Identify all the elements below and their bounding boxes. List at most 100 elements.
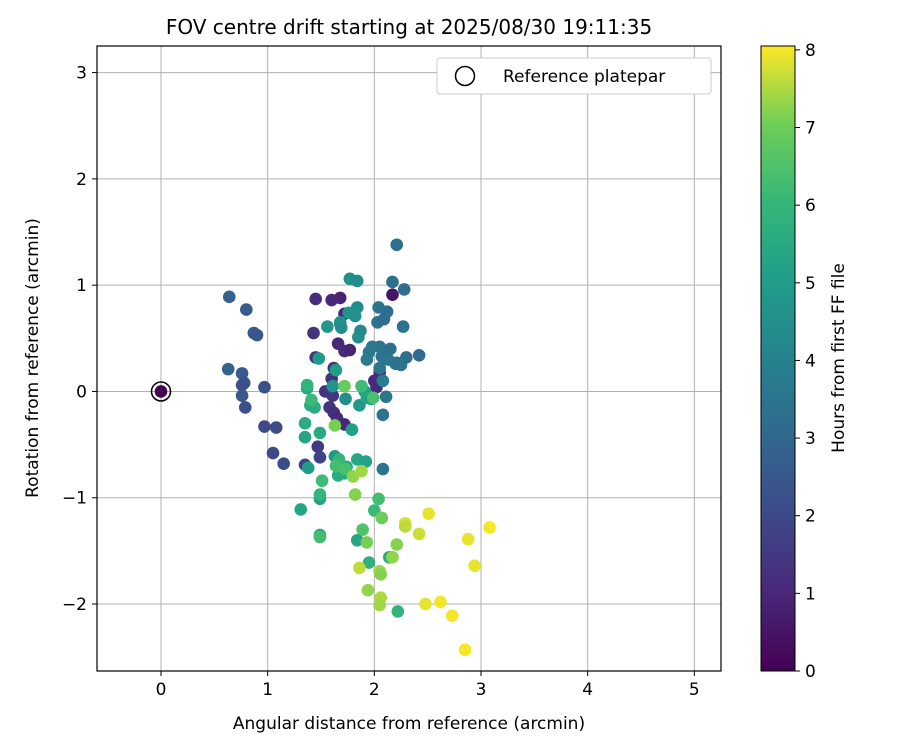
x-tick-label: 5 <box>689 680 700 700</box>
data-point <box>298 430 312 444</box>
data-point <box>258 380 271 394</box>
data-point <box>377 312 391 326</box>
data-point <box>235 367 249 380</box>
data-point <box>305 393 318 407</box>
data-point <box>315 474 329 488</box>
data-point <box>372 492 385 506</box>
data-point <box>445 609 459 623</box>
data-point <box>458 643 472 657</box>
data-point <box>328 419 342 432</box>
data-point <box>373 598 386 612</box>
legend: Reference platepar <box>436 57 712 95</box>
data-point <box>356 523 369 536</box>
data-point <box>345 423 359 437</box>
data-point <box>301 461 315 475</box>
x-tick-label: 4 <box>582 680 593 700</box>
data-point <box>238 401 252 414</box>
data-point <box>397 283 411 296</box>
data-point <box>329 459 343 473</box>
data-point <box>379 390 393 404</box>
data-point <box>350 274 364 288</box>
data-point <box>269 421 283 434</box>
data-point <box>390 238 404 252</box>
data-point <box>352 330 365 344</box>
y-axis-label: Rotation from reference (arcmin) <box>23 218 43 498</box>
data-point <box>311 440 325 454</box>
colorbar-tick-label: 0 <box>805 662 816 682</box>
x-tick-label: 2 <box>369 680 380 700</box>
data-point <box>313 451 327 464</box>
data-point <box>277 457 290 471</box>
data-point <box>221 362 235 376</box>
data-point <box>348 309 362 323</box>
y-tick-label: 2 <box>76 170 87 190</box>
data-point <box>312 352 326 365</box>
legend-reference-marker <box>454 65 476 87</box>
data-point <box>468 559 481 573</box>
data-point <box>461 532 475 546</box>
data-point <box>240 303 253 316</box>
colorbar-gradient <box>761 46 795 671</box>
colorbar: 0 1 2 3 4 5 6 7 8 Hours from first FF file <box>760 41 849 682</box>
data-point <box>376 462 390 476</box>
plot-frame <box>96 45 722 672</box>
data-point <box>384 342 397 356</box>
legend-label: Reference platepar <box>503 67 665 87</box>
y-tick-label: −2 <box>62 595 87 615</box>
colorbar-tick-label: 3 <box>805 429 816 449</box>
colorbar-frame <box>760 45 796 672</box>
reference-point <box>154 385 168 398</box>
data-point <box>313 488 327 501</box>
x-axis-ticks: 0 1 2 3 4 5 <box>156 671 700 700</box>
reference-marker <box>150 381 172 402</box>
data-point <box>361 583 375 597</box>
data-point <box>398 520 412 533</box>
colorbar-tick-label: 6 <box>805 196 816 216</box>
data-point <box>366 391 380 405</box>
data-point <box>334 321 348 334</box>
data-point <box>376 374 390 388</box>
data-point <box>313 426 327 440</box>
data-point <box>326 379 340 393</box>
data-point <box>326 389 340 403</box>
data-point <box>373 361 386 375</box>
data-point <box>396 320 410 333</box>
data-point <box>309 292 322 306</box>
data-point <box>355 379 368 393</box>
colorbar-tick-label: 7 <box>805 119 816 139</box>
x-tick-label: 3 <box>476 680 487 700</box>
colorbar-label: Hours from first FF file <box>829 263 849 453</box>
data-point <box>390 538 404 551</box>
x-tick-label: 0 <box>156 680 167 700</box>
colorbar-tick-label: 2 <box>805 507 816 527</box>
data-point <box>300 378 314 392</box>
data-point <box>353 561 366 575</box>
y-tick-label: 3 <box>76 64 87 84</box>
data-point <box>386 550 399 564</box>
data-points <box>221 238 496 657</box>
data-point <box>412 527 426 541</box>
data-point <box>422 507 436 520</box>
data-point <box>343 343 357 357</box>
colorbar-tick-label: 5 <box>805 274 816 294</box>
data-point <box>360 536 374 549</box>
data-point <box>386 275 399 289</box>
data-point <box>313 530 327 544</box>
data-point <box>222 290 236 304</box>
data-point <box>333 291 347 305</box>
data-point <box>355 464 368 478</box>
data-point <box>359 455 373 468</box>
data-point <box>419 597 432 611</box>
data-point <box>360 353 374 366</box>
grid <box>97 46 721 671</box>
data-point <box>434 595 447 609</box>
reference-marker-group <box>150 381 172 402</box>
data-point <box>298 417 312 430</box>
y-axis-ticks: −2 −1 0 1 2 3 <box>62 64 97 615</box>
chart-title: FOV centre drift starting at 2025/08/30 … <box>166 15 652 39</box>
x-tick-label: 1 <box>262 680 273 700</box>
data-point <box>376 408 390 422</box>
data-point <box>362 556 376 569</box>
data-point <box>258 420 271 433</box>
